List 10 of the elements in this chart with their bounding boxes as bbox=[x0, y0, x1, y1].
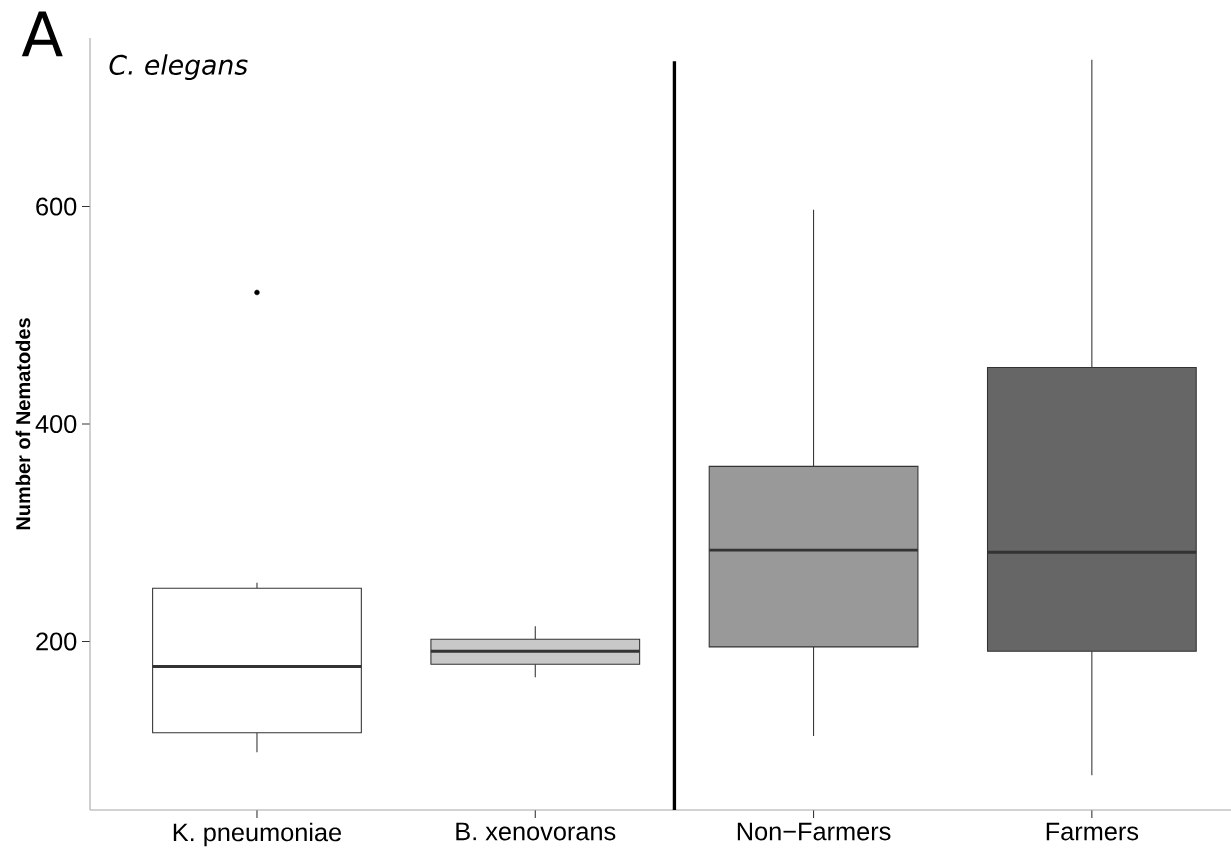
annotation: C. elegans bbox=[109, 54, 248, 81]
y-axis-title: Number of Nematodes bbox=[15, 318, 31, 530]
y-tick-label: 600 bbox=[36, 197, 77, 216]
x-tick-label: B. xenovorans bbox=[456, 822, 616, 841]
x-tick-label: Farmers bbox=[1046, 822, 1139, 841]
x-tick-label: K. pneumoniae bbox=[173, 822, 342, 847]
y-tick-label: 200 bbox=[36, 632, 77, 651]
chart-title: A bbox=[21, 11, 63, 57]
y-tick-label: 400 bbox=[35, 415, 77, 433]
x-tick-label: Non−Farmers bbox=[737, 822, 891, 841]
